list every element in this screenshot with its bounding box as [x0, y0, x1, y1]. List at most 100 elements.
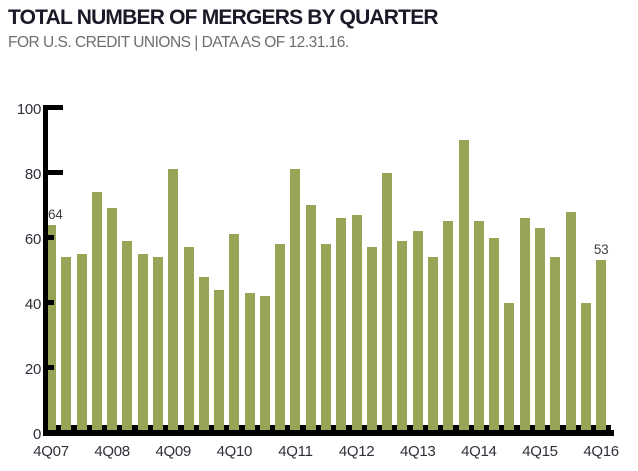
- y-axis-tick: [48, 365, 54, 370]
- bar: [382, 172, 393, 433]
- bar: [229, 234, 240, 433]
- x-axis-tick: [453, 425, 459, 430]
- x-axis-tick: [224, 425, 230, 430]
- bar: [290, 169, 301, 433]
- y-axis-line: [43, 105, 48, 436]
- y-tick-label: 40: [24, 295, 41, 313]
- x-axis-tick: [269, 425, 276, 430]
- x-axis-tick: [361, 425, 367, 430]
- y-axis-tick: [48, 235, 54, 240]
- x-axis-tick: [71, 425, 77, 430]
- x-axis-tick: [346, 425, 352, 430]
- bar: [565, 211, 576, 433]
- bar: [152, 257, 163, 433]
- x-axis-tick: [392, 425, 398, 430]
- x-axis-tick: [560, 425, 566, 430]
- bar: [596, 260, 607, 433]
- bar: [397, 240, 408, 433]
- bar: [519, 218, 530, 433]
- bar: [458, 140, 469, 433]
- x-axis-tick: [132, 425, 138, 430]
- x-axis-tick: [254, 425, 260, 430]
- bar-value-label: 64: [48, 206, 63, 222]
- bar: [550, 257, 561, 433]
- bar: [351, 214, 362, 433]
- y-tick-label: 20: [24, 360, 41, 378]
- bar: [504, 302, 515, 433]
- bar: [412, 231, 423, 433]
- bar: [91, 192, 102, 433]
- x-axis-tick: [606, 425, 612, 430]
- x-axis-tick: [376, 425, 383, 430]
- y-axis-tick: [48, 105, 63, 110]
- x-axis-tick: [178, 425, 184, 430]
- x-axis-tick: [147, 425, 153, 430]
- bar: [137, 253, 148, 433]
- x-axis-tick: [162, 425, 169, 430]
- bar: [168, 169, 179, 433]
- x-axis-tick: [514, 425, 520, 430]
- x-axis-tick: [499, 425, 505, 430]
- x-axis-line: [43, 430, 614, 436]
- x-axis-tick: [529, 425, 535, 430]
- bar: [214, 289, 225, 433]
- x-tick-label: 4Q10: [216, 443, 253, 460]
- x-axis-tick: [331, 425, 337, 430]
- x-axis-tick: [407, 425, 413, 430]
- x-axis-tick: [590, 425, 597, 430]
- bar: [443, 221, 454, 433]
- bar: [305, 205, 316, 433]
- y-tick-label: 60: [24, 230, 41, 248]
- bar: [198, 276, 209, 433]
- x-axis-tick: [575, 425, 581, 430]
- page-title: TOTAL NUMBER OF MERGERS BY QUARTER: [8, 6, 439, 29]
- y-axis-tick: [48, 300, 54, 305]
- x-axis-tick: [56, 425, 62, 430]
- bar: [321, 244, 332, 433]
- x-axis-tick: [193, 425, 199, 430]
- bar: [580, 302, 591, 433]
- x-axis-tick: [285, 425, 291, 430]
- x-axis-tick: [239, 425, 245, 430]
- x-axis-tick: [117, 425, 123, 430]
- bar: [534, 227, 545, 433]
- x-tick-label: 4Q12: [338, 443, 375, 460]
- bar: [336, 218, 347, 433]
- x-tick-label: 4Q14: [461, 443, 497, 460]
- page-subtitle: FOR U.S. CREDIT UNIONS | DATA AS OF 12.3…: [8, 34, 349, 51]
- x-tick-label: 4Q09: [155, 443, 191, 460]
- bar: [107, 208, 118, 433]
- x-axis-tick: [468, 425, 474, 430]
- bar: [76, 253, 87, 433]
- x-axis-tick: [101, 425, 108, 430]
- bar: [428, 257, 438, 433]
- bar: [61, 257, 72, 433]
- x-tick-label: 4Q07: [33, 443, 69, 460]
- x-axis-tick: [544, 425, 551, 430]
- x-tick-label: 4Q08: [94, 443, 130, 460]
- x-axis-tick: [300, 425, 306, 430]
- bar: [489, 237, 500, 433]
- x-tick-label: 4Q13: [399, 443, 436, 460]
- x-tick-label: 4Q16: [583, 443, 619, 460]
- bar-value-label: 53: [593, 242, 609, 258]
- x-tick-label: 4Q11: [278, 443, 313, 460]
- bar: [244, 292, 255, 433]
- y-tick-label: 0: [32, 425, 41, 443]
- y-tick-label: 80: [24, 165, 41, 183]
- x-axis-tick: [422, 425, 429, 430]
- x-axis-tick: [208, 425, 215, 430]
- x-axis-tick: [315, 425, 322, 430]
- x-axis-tick: [86, 425, 92, 430]
- bar: [259, 296, 270, 433]
- x-axis-tick: [438, 425, 444, 430]
- y-tick-label: 100: [16, 100, 41, 118]
- x-tick-label: 4Q15: [522, 443, 558, 460]
- y-axis-tick: [48, 170, 63, 175]
- x-axis-tick: [483, 425, 490, 430]
- bar: [275, 244, 286, 433]
- bar: [122, 240, 133, 433]
- bar: [183, 247, 194, 433]
